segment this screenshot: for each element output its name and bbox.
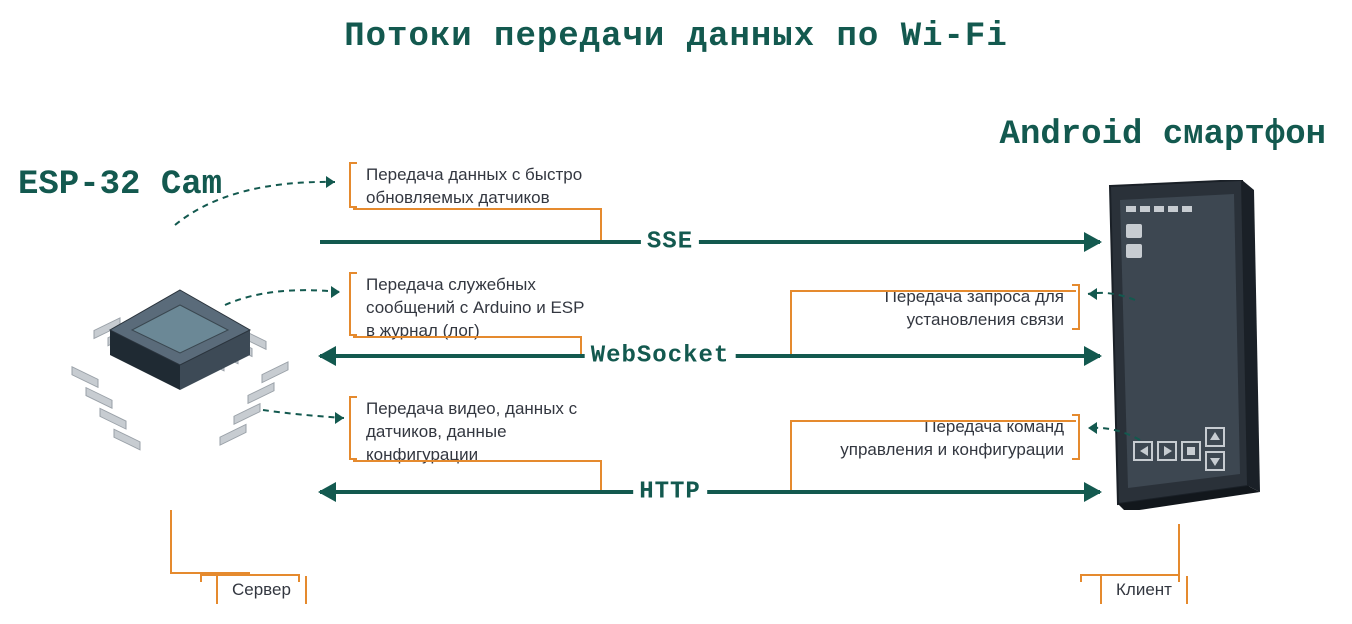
arrow-right-icon	[1084, 482, 1102, 502]
connector-line	[170, 510, 172, 574]
connector-line	[353, 336, 582, 338]
connector-line	[600, 460, 602, 490]
dashed-connector	[1080, 414, 1150, 454]
dashed-connector	[1080, 280, 1140, 320]
phone-icon	[1092, 180, 1262, 510]
connector-line	[170, 572, 250, 574]
http-label: HTTP	[633, 479, 707, 506]
websocket-arrow: WebSocket	[320, 354, 1100, 358]
connector-line	[353, 208, 602, 210]
sse-arrow: SSE	[320, 240, 1100, 244]
sse-left-note: Передача данных с быстро обновляемых дат…	[360, 162, 600, 212]
http-left-note: Передача видео, данных с датчиков, данны…	[360, 396, 600, 469]
connector-line	[790, 420, 792, 490]
server-role: Сервер	[216, 576, 307, 604]
diagram-title: Потоки передачи данных по Wi-Fi	[0, 18, 1352, 56]
connector-line	[580, 336, 582, 354]
connector-line	[1178, 524, 1180, 574]
connector-line	[600, 208, 602, 240]
arrow-right-icon	[1084, 346, 1102, 366]
bracket-icon	[349, 162, 357, 208]
arrow-left-icon	[318, 346, 336, 366]
connector-line	[790, 420, 1076, 422]
connector-line	[790, 290, 792, 354]
bracket-icon	[349, 272, 357, 336]
http-arrow: HTTP	[320, 490, 1100, 494]
client-role: Клиент	[1100, 576, 1188, 604]
dashed-connector	[170, 170, 350, 230]
dashed-connector	[220, 280, 350, 320]
connector-line	[353, 460, 602, 462]
connector-line	[790, 290, 1076, 292]
sse-label: SSE	[641, 229, 699, 256]
ws-left-note: Передача служебных сообщений с Arduino и…	[360, 272, 600, 345]
arrow-left-icon	[318, 482, 336, 502]
websocket-label: WebSocket	[585, 343, 736, 370]
arrow-right-icon	[1084, 232, 1102, 252]
dashed-connector	[258, 400, 358, 440]
android-label: Android смартфон	[1000, 116, 1326, 154]
